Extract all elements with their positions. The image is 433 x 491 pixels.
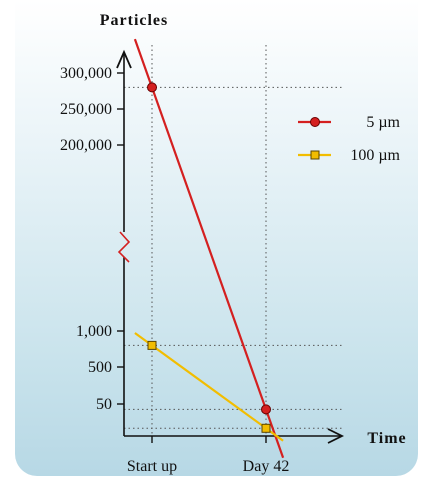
legend-marker bbox=[310, 150, 320, 160]
data-point bbox=[147, 340, 157, 350]
tick-labels: 300,000 250,000 200,000 1,000 500 50 Start up D… bbox=[60, 65, 289, 475]
legend: 5 µm 100 µm bbox=[298, 114, 401, 164]
x-tick-label: Start up bbox=[127, 458, 177, 475]
y-tick-label: 50 bbox=[96, 396, 112, 413]
y-tick-label: 250,000 bbox=[60, 101, 112, 118]
data-point bbox=[261, 423, 271, 433]
axes bbox=[116, 49, 345, 444]
y-tick-label: 300,000 bbox=[60, 65, 112, 82]
legend-marker bbox=[310, 117, 320, 127]
series-line bbox=[133, 38, 285, 459]
chart-card bbox=[15, 0, 418, 476]
x-tick-label: Day 42 bbox=[243, 458, 290, 475]
grid-guides bbox=[124, 45, 342, 436]
y-axis-arrow bbox=[116, 49, 132, 69]
series-line bbox=[134, 332, 284, 442]
y-tick-label: 200,000 bbox=[60, 137, 112, 154]
data-point bbox=[147, 82, 157, 93]
x-axis-title: Time bbox=[367, 430, 406, 447]
y-axis-title: Particles bbox=[100, 12, 169, 29]
x-axis-arrow bbox=[327, 428, 345, 444]
axis-break-mark bbox=[117, 231, 131, 263]
legend-label: 100 µm bbox=[350, 147, 400, 164]
y-tick-label: 500 bbox=[88, 359, 112, 376]
data-point bbox=[261, 404, 271, 415]
legend-label: 5 µm bbox=[366, 114, 400, 131]
y-tick-label: 1,000 bbox=[76, 323, 112, 340]
series-lines bbox=[133, 38, 285, 459]
